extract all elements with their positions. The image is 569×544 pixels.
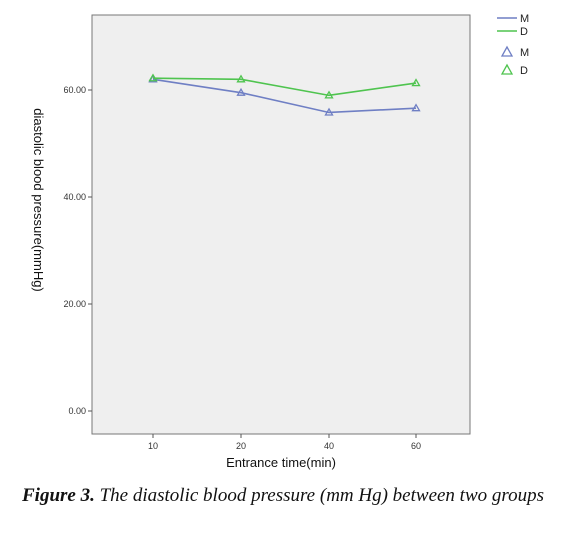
data-point-d <box>324 90 334 99</box>
legend-line-label: M <box>520 13 529 25</box>
y-tick-label: 60.00 <box>63 85 86 95</box>
series-layer <box>148 73 421 116</box>
x-tick-label: 40 <box>324 441 334 451</box>
caption-text: The diastolic blood pressure (mm Hg) bet… <box>94 485 544 506</box>
x-tick-label: 60 <box>411 441 421 451</box>
y-axis-label: diastolic blood pressure(mmHg) <box>31 108 46 292</box>
data-point-m <box>324 107 334 116</box>
series-line-m <box>152 78 417 114</box>
y-axis-ticks: 0.00 20.00 40.00 60.00 <box>63 85 92 416</box>
plot-background <box>91 14 471 435</box>
x-tick-label: 20 <box>236 441 246 451</box>
x-tick-label: 10 <box>148 441 158 451</box>
legend-marker-swatch <box>500 45 514 57</box>
data-point-d <box>236 74 246 83</box>
data-point-m <box>411 103 421 112</box>
caption-label: Figure 3. <box>22 485 95 506</box>
data-point-d <box>411 78 421 87</box>
figure-caption: Figure 3. The diastolic blood pressure (… <box>22 484 562 507</box>
legend-marker-label: M <box>520 47 529 59</box>
legend-line-label: D <box>520 26 528 38</box>
legend-marker-swatch <box>500 63 514 75</box>
line-chart: 0.00 20.00 40.00 60.00 10 20 40 60 diastolic b… <box>31 13 529 470</box>
x-axis-label: Entrance time(min) <box>226 455 336 470</box>
series-line-d <box>152 77 417 97</box>
y-tick-label: 40.00 <box>63 192 86 202</box>
y-tick-label: 0.00 <box>68 406 86 416</box>
legend-marker-label: D <box>520 65 528 77</box>
y-tick-label: 20.00 <box>63 299 86 309</box>
data-point-d <box>148 73 158 82</box>
x-axis-ticks: 10 20 40 60 <box>148 434 421 451</box>
data-point-m <box>236 87 246 96</box>
